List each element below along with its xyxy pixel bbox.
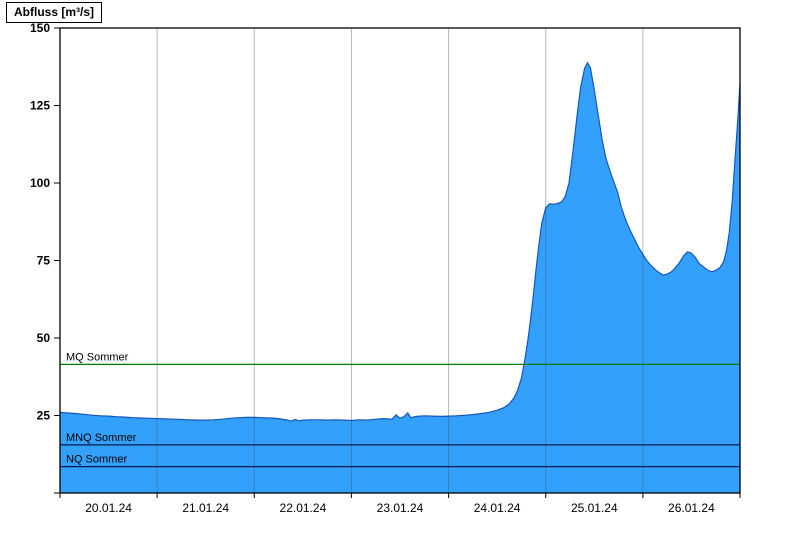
- ref-label-mq-sommer: MQ Sommer: [66, 351, 129, 363]
- chart-title: Abfluss [m³/s]: [6, 2, 103, 23]
- x-tick-label: 21.01.24: [182, 501, 229, 515]
- x-tick-label: 20.01.24: [85, 501, 132, 515]
- x-tick-label: 22.01.24: [280, 501, 327, 515]
- discharge-line: [59, 61, 741, 422]
- y-tick-label: 125: [30, 99, 50, 113]
- y-tick-label: 150: [30, 21, 50, 35]
- x-tick-label: 26.01.24: [668, 501, 715, 515]
- x-tick-label: 24.01.24: [474, 501, 521, 515]
- ref-label-mnq-sommer: MNQ Sommer: [66, 432, 137, 444]
- y-tick-label: 75: [37, 254, 51, 268]
- discharge-area-series: [60, 62, 740, 493]
- y-tick-label: 50: [37, 331, 51, 345]
- y-tick-label: 100: [30, 176, 50, 190]
- x-tick-label: 25.01.24: [571, 501, 618, 515]
- ref-label-nq-sommer: NQ Sommer: [66, 454, 127, 466]
- x-tick-label: 23.01.24: [377, 501, 424, 515]
- y-tick-label: 25: [37, 409, 51, 423]
